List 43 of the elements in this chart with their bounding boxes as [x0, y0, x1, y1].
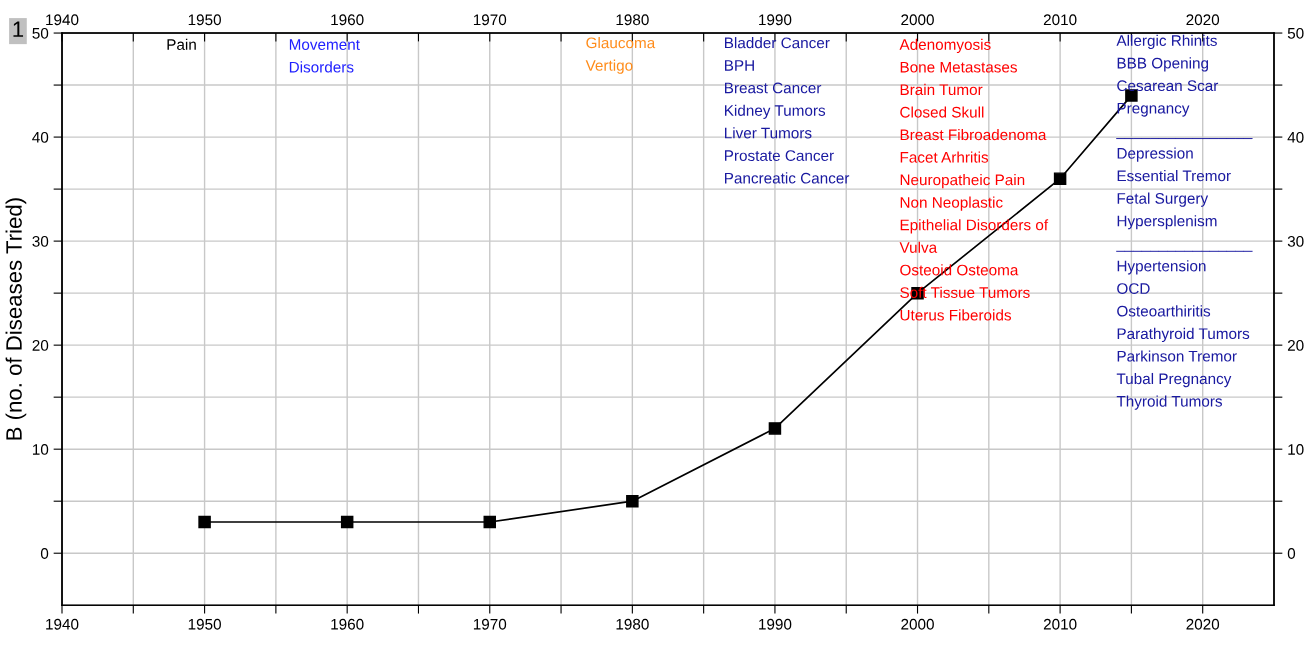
y2-tick-label: 20	[1287, 340, 1304, 351]
x2-tick-label: 1980	[616, 618, 649, 630]
x2-tick-label: 1970	[473, 618, 507, 630]
y-tick-label: 30	[32, 235, 49, 247]
y-tick-label: 0	[40, 548, 49, 559]
x-tick-label: 2010	[1043, 14, 1077, 26]
point	[198, 515, 211, 529]
x-tick-label: 1960	[331, 14, 364, 26]
annotation: Bladder Cancer BPH Breast Cancer Kidney Tumors Liver Tumors Prostate Cancer Pancreatic Cancer	[725, 37, 850, 184]
text: 1	[13, 21, 24, 37]
x-tick-label: 1950	[188, 14, 221, 26]
x-tick-label: 1940	[46, 14, 79, 26]
point	[483, 515, 497, 529]
x2-tick-label: 2020	[1186, 618, 1220, 630]
x2-tick-label: 2010	[1043, 618, 1077, 630]
point	[768, 422, 782, 435]
annotation: Glaucoma Vertigo	[585, 37, 656, 74]
point	[626, 494, 639, 508]
x2-tick-label: 1940	[46, 618, 79, 630]
y2-tick-label: 50	[1287, 27, 1304, 39]
y-tick-label: 10	[32, 444, 49, 455]
y-tick-label: 40	[32, 131, 49, 143]
y2-tick-label: 0	[1287, 548, 1296, 559]
x-tick-label: 1970	[473, 14, 507, 26]
y2-tick-label: 40	[1287, 131, 1304, 143]
x2-tick-label: 1950	[188, 618, 221, 630]
x2-tick-label: 1960	[331, 618, 364, 630]
y-axis-title: B (no. of Diseases Tried)	[5, 198, 27, 440]
point	[1053, 172, 1067, 185]
y2-tick-label: 10	[1288, 444, 1304, 455]
annotation: Pain	[167, 38, 196, 50]
x-tick-label: 2000	[901, 14, 934, 26]
x-tick-label: 2020	[1186, 14, 1220, 26]
y-tick-label: 50	[32, 27, 49, 39]
annotation: Movement Disorders	[289, 39, 360, 73]
x-tick-label: 1980	[616, 14, 649, 26]
text: Allergic Rhinits BBB Opening Cesarean Scar Pregnancy ________________ Depression Essential Tremor Fetal Surgery Hypersplenism ________________ Hypertension OCD Osteoarthiritis Parathyroid Tumors Parkinson Tremor Tubal Pregnancy Thyroid Tumors	[1116, 34, 1253, 410]
y-tick-label: 20	[32, 340, 49, 351]
x-tick-label: 1990	[759, 14, 792, 26]
y2-tick-label: 30	[1287, 235, 1304, 247]
x2-tick-label: 2000	[901, 618, 934, 630]
point	[340, 515, 354, 529]
x2-tick-label: 1990	[759, 618, 792, 630]
